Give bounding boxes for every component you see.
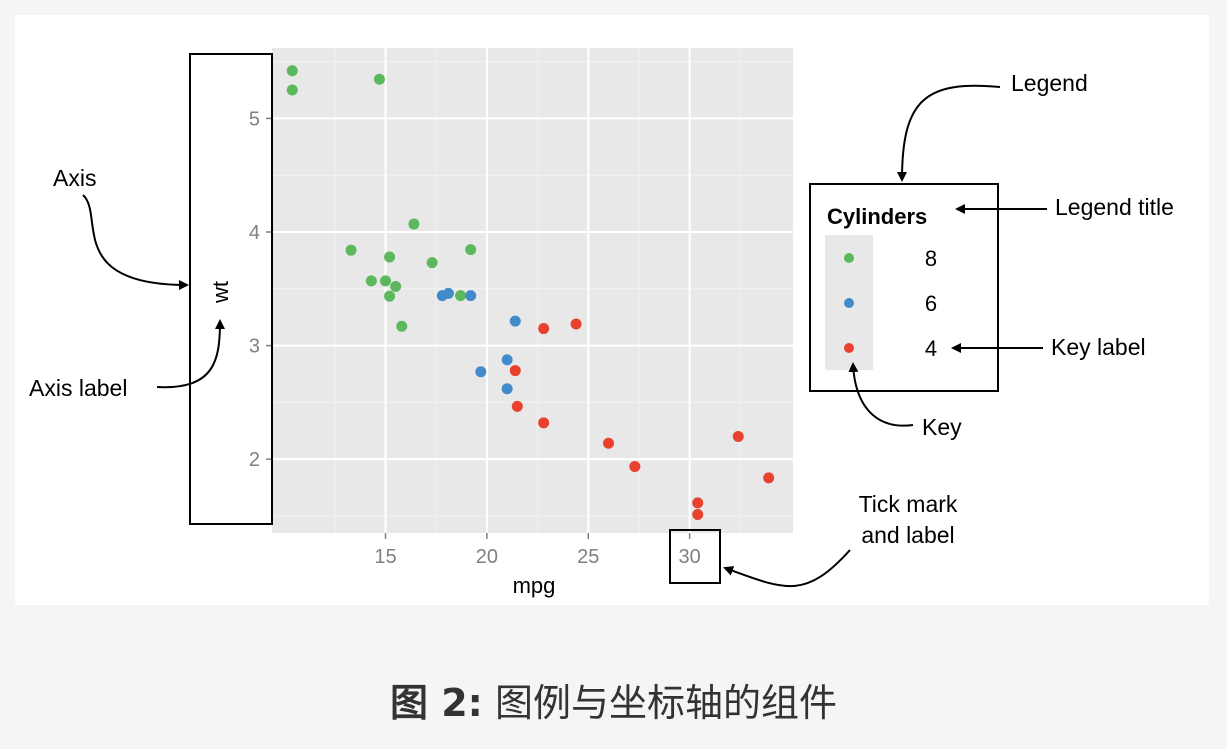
data-point-cyl-8 (380, 275, 392, 287)
data-point-cyl-8 (365, 275, 377, 287)
x-tick-label: 25 (577, 546, 599, 568)
data-point-cyl-8 (455, 290, 467, 302)
legend-key-4 (844, 343, 854, 353)
y-tick-label: 4 (249, 222, 260, 244)
data-point-cyl-4 (511, 400, 523, 412)
data-points (286, 65, 775, 520)
data-point-cyl-4 (732, 430, 744, 442)
annotated-scatter-chart: 15 20 25 30 2 3 4 5 mpg wt Cylinders 8 6 4 Axis … (29, 48, 1174, 598)
data-point-cyl-8 (390, 281, 402, 293)
y-axis-title: wt (208, 281, 233, 304)
minor-gridlines (272, 48, 793, 533)
arrow-key (848, 362, 914, 427)
annotation-tick-line2: and label (861, 522, 954, 548)
annotation-axis: Axis (53, 165, 96, 191)
annotation-axis-label: Axis label (29, 375, 127, 401)
arrow-axis (82, 194, 189, 290)
data-point-cyl-8 (286, 84, 298, 96)
legend-key-label-8: 8 (925, 246, 937, 271)
legend-key-label-4: 4 (925, 336, 937, 361)
y-tick-label: 3 (249, 336, 260, 358)
data-point-cyl-8 (465, 244, 477, 256)
annotation-tick-line1: Tick mark (859, 491, 958, 517)
data-point-cyl-4 (538, 323, 550, 335)
legend-keys: 8 6 4 (844, 246, 937, 361)
tick-highlight-box (669, 529, 721, 584)
caption-text: 图例与坐标轴的组件 (494, 681, 837, 725)
data-point-cyl-6 (442, 287, 454, 299)
y-tick-label: 5 (249, 108, 260, 130)
axis-highlight-box (189, 53, 273, 525)
y-tick-label: 2 (249, 449, 260, 471)
data-point-cyl-6 (465, 290, 477, 302)
annotation-legend-title: Legend title (1055, 194, 1174, 220)
data-point-cyl-8 (384, 290, 396, 302)
figure-panel: 15 20 25 30 2 3 4 5 mpg wt Cylinders 8 6 4 Axis … (15, 15, 1209, 605)
plot-panel (272, 48, 793, 533)
major-gridlines (272, 48, 793, 533)
arrow-legend (897, 84, 1001, 182)
data-point-cyl-8 (384, 251, 396, 263)
data-point-cyl-4 (603, 437, 615, 449)
x-tick-label: 15 (374, 546, 396, 568)
arrow-tick (723, 549, 851, 588)
data-point-cyl-4 (629, 461, 641, 473)
data-point-cyl-4 (570, 318, 582, 330)
data-point-cyl-4 (692, 508, 704, 520)
data-point-cyl-8 (286, 65, 298, 77)
y-axis-ticks: 2 3 4 5 (249, 108, 272, 471)
arrow-axis-label (156, 319, 225, 389)
data-point-cyl-8 (373, 73, 385, 85)
data-point-cyl-8 (345, 244, 357, 256)
legend-key-6 (844, 298, 854, 308)
legend: Cylinders 8 6 4 (809, 183, 999, 392)
x-tick-label: 20 (476, 546, 498, 568)
data-point-cyl-4 (692, 497, 704, 509)
data-point-cyl-6 (509, 315, 521, 327)
data-point-cyl-4 (509, 365, 521, 377)
x-tick-label: 30 (678, 546, 700, 568)
figure-caption: 图 2: 图例与坐标轴的组件 (0, 672, 1227, 727)
annotation-key-label: Key label (1051, 334, 1146, 360)
data-point-cyl-6 (501, 383, 513, 395)
x-axis-title: mpg (513, 573, 556, 598)
legend-key-label-6: 6 (925, 291, 937, 316)
legend-title: Cylinders (827, 204, 927, 229)
data-point-cyl-8 (408, 218, 420, 230)
data-point-cyl-8 (396, 320, 408, 332)
x-axis-ticks: 15 20 25 30 (374, 533, 701, 568)
data-point-cyl-4 (538, 417, 550, 429)
data-point-cyl-6 (501, 354, 513, 366)
legend-key-8 (844, 253, 854, 263)
annotation-key: Key (922, 414, 962, 440)
data-point-cyl-8 (426, 257, 438, 269)
annotation-legend: Legend (1011, 70, 1088, 96)
data-point-cyl-4 (763, 472, 775, 484)
data-point-cyl-6 (475, 366, 487, 378)
caption-prefix: 图 2: (390, 681, 483, 725)
